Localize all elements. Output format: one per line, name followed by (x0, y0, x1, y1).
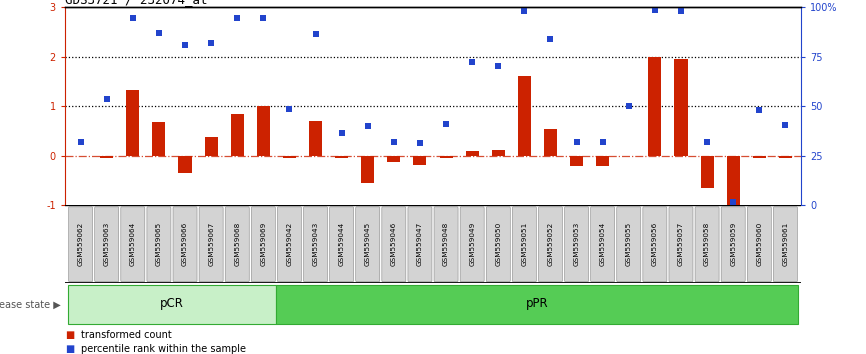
FancyBboxPatch shape (695, 207, 719, 282)
FancyBboxPatch shape (225, 207, 249, 282)
Text: GSM559057: GSM559057 (678, 222, 684, 266)
Bar (230, 114, 243, 156)
Text: GSM559054: GSM559054 (599, 222, 605, 266)
Text: GSM559062: GSM559062 (78, 222, 84, 266)
Text: GSM559064: GSM559064 (130, 222, 136, 266)
Bar (283, 156, 296, 158)
Text: GSM559053: GSM559053 (573, 222, 579, 266)
Text: GSM559056: GSM559056 (652, 222, 658, 266)
Bar (701, 156, 714, 188)
Text: GSM559059: GSM559059 (730, 222, 736, 266)
Bar (204, 137, 217, 156)
Text: GSM559045: GSM559045 (365, 222, 371, 266)
FancyBboxPatch shape (68, 207, 93, 282)
Text: GSM559069: GSM559069 (261, 222, 267, 266)
Text: GSM559050: GSM559050 (495, 222, 501, 266)
Text: GSM559042: GSM559042 (287, 222, 293, 266)
FancyBboxPatch shape (303, 207, 327, 282)
Text: GDS3721 / 232074_at: GDS3721 / 232074_at (65, 0, 208, 6)
Text: ■: ■ (65, 330, 74, 339)
FancyBboxPatch shape (747, 207, 772, 282)
Bar (544, 129, 557, 156)
Text: pPR: pPR (527, 297, 549, 310)
Text: pCR: pCR (160, 297, 184, 310)
Text: GSM559067: GSM559067 (208, 222, 214, 266)
Bar (413, 156, 426, 165)
Bar (440, 156, 453, 158)
Bar (596, 156, 609, 166)
FancyBboxPatch shape (460, 207, 484, 282)
FancyBboxPatch shape (591, 207, 615, 282)
Bar (779, 156, 792, 158)
Bar (518, 76, 531, 156)
FancyBboxPatch shape (434, 207, 458, 282)
Text: GSM559065: GSM559065 (156, 222, 162, 266)
Text: GSM559048: GSM559048 (443, 222, 449, 266)
Text: GSM559055: GSM559055 (626, 222, 632, 266)
Text: disease state ▶: disease state ▶ (0, 299, 61, 309)
Bar (178, 156, 191, 173)
Text: GSM559049: GSM559049 (469, 222, 475, 266)
Text: transformed count: transformed count (81, 330, 171, 339)
Text: GSM559063: GSM559063 (104, 222, 110, 266)
FancyBboxPatch shape (68, 285, 276, 324)
Bar (152, 122, 165, 156)
Bar (387, 156, 400, 162)
FancyBboxPatch shape (513, 207, 536, 282)
Text: GSM559047: GSM559047 (417, 222, 423, 266)
FancyBboxPatch shape (617, 207, 641, 282)
FancyBboxPatch shape (669, 207, 693, 282)
Text: percentile rank within the sample: percentile rank within the sample (81, 344, 246, 354)
Bar (727, 156, 740, 205)
FancyBboxPatch shape (147, 207, 171, 282)
Bar (466, 151, 479, 156)
FancyBboxPatch shape (276, 285, 798, 324)
FancyBboxPatch shape (382, 207, 406, 282)
Bar (126, 90, 139, 156)
Bar (570, 156, 583, 166)
Text: GSM559044: GSM559044 (339, 222, 345, 266)
FancyBboxPatch shape (539, 207, 563, 282)
Text: GSM559051: GSM559051 (521, 222, 527, 266)
FancyBboxPatch shape (408, 207, 432, 282)
Text: GSM559068: GSM559068 (234, 222, 240, 266)
FancyBboxPatch shape (565, 207, 589, 282)
Bar (257, 106, 270, 156)
FancyBboxPatch shape (486, 207, 510, 282)
FancyBboxPatch shape (173, 207, 197, 282)
FancyBboxPatch shape (330, 207, 353, 282)
Bar (753, 156, 766, 158)
FancyBboxPatch shape (643, 207, 667, 282)
Text: GSM559046: GSM559046 (391, 222, 397, 266)
FancyBboxPatch shape (277, 207, 301, 282)
Text: GSM559066: GSM559066 (182, 222, 188, 266)
Bar (675, 59, 688, 156)
FancyBboxPatch shape (121, 207, 145, 282)
Text: GSM559058: GSM559058 (704, 222, 710, 266)
FancyBboxPatch shape (199, 207, 223, 282)
Text: ■: ■ (65, 344, 74, 354)
Bar (492, 150, 505, 156)
FancyBboxPatch shape (251, 207, 275, 282)
FancyBboxPatch shape (356, 207, 380, 282)
Text: GSM559052: GSM559052 (547, 222, 553, 266)
FancyBboxPatch shape (94, 207, 119, 282)
Text: GSM559060: GSM559060 (756, 222, 762, 266)
Bar (649, 57, 662, 156)
FancyBboxPatch shape (773, 207, 798, 282)
Bar (100, 156, 113, 158)
Text: GSM559061: GSM559061 (782, 222, 788, 266)
Bar (335, 156, 348, 158)
Bar (361, 156, 374, 183)
FancyBboxPatch shape (721, 207, 745, 282)
Bar (309, 121, 322, 156)
Text: GSM559043: GSM559043 (313, 222, 319, 266)
